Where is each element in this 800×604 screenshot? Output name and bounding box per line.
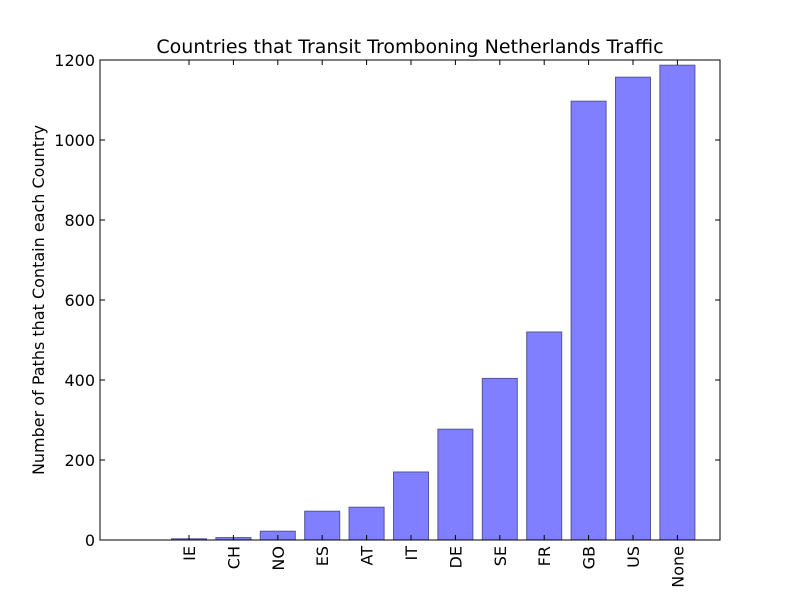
x-tick-label: FR: [535, 546, 554, 566]
x-tick-label: NO: [269, 546, 288, 571]
x-tick-label: CH: [224, 546, 243, 569]
bar-none: [659, 64, 696, 541]
y-axis-label: Number of Paths that Contain each Countr…: [29, 125, 48, 475]
chart-title: Countries that Transit Tromboning Nether…: [156, 36, 663, 58]
x-tick-label: DE: [446, 546, 465, 568]
x-tick-label: SE: [491, 546, 510, 566]
x-tick-label: GB: [580, 546, 599, 569]
y-tick-label: 200: [64, 451, 95, 470]
x-tick-label: IE: [180, 546, 199, 561]
y-tick-label: 400: [64, 371, 95, 390]
bar-fr: [526, 331, 563, 541]
x-tick-label: US: [624, 546, 643, 568]
y-tick-label: 800: [64, 211, 95, 230]
bar-it: [393, 471, 429, 541]
plot-frame: [99, 59, 721, 541]
bars-group: [171, 64, 696, 541]
bar-us: [615, 76, 651, 541]
bar-gb: [570, 100, 607, 541]
y-tick-label: 600: [64, 291, 95, 310]
x-tick-label: None: [668, 546, 687, 588]
x-tick-label: IT: [402, 546, 421, 561]
x-tick-label: ES: [313, 546, 332, 566]
y-tick-label: 1200: [54, 51, 95, 70]
bar-se: [481, 377, 518, 541]
bar-de: [437, 428, 474, 541]
y-tick-label: 0: [85, 531, 95, 550]
ticks-group: IE CH NO ES AT IT DE SE FR GB US None 0 200 400 600 800 1…: [54, 51, 720, 588]
y-tick-label: 1000: [54, 131, 95, 150]
x-tick-label: AT: [358, 546, 377, 566]
